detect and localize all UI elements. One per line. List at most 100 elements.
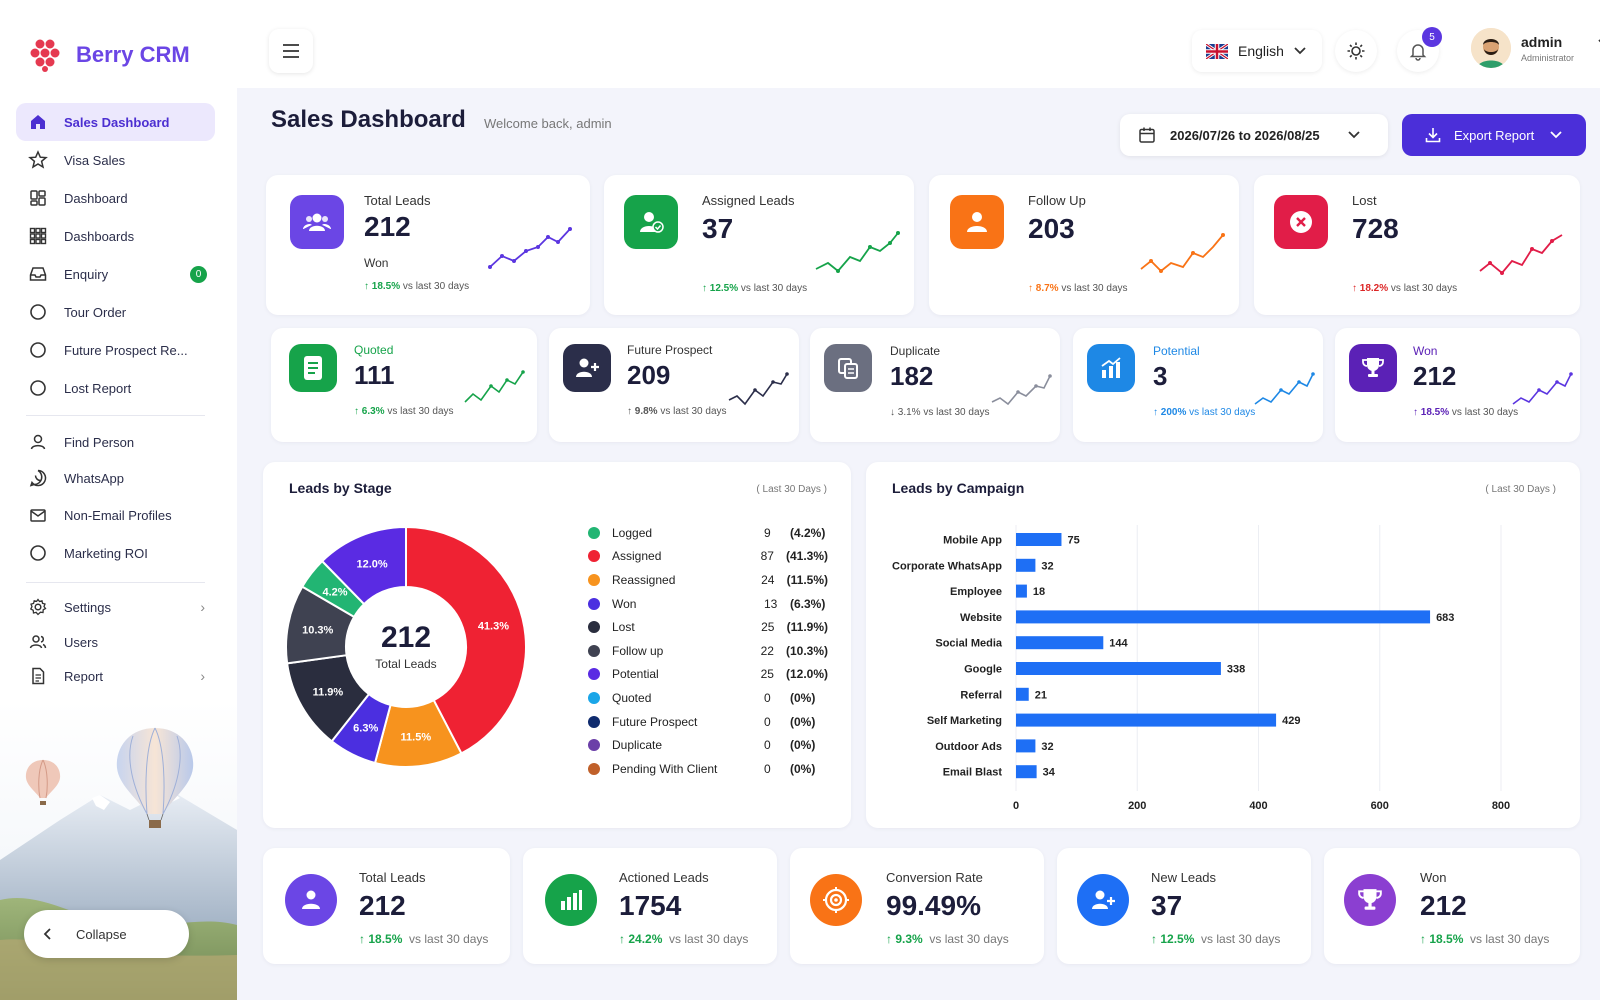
legend-item-follow-up[interactable]: Follow up 22 (10.3%)	[588, 639, 828, 663]
legend-item-duplicate[interactable]: Duplicate 0 (0%)	[588, 733, 828, 757]
kpi-card-follow-up[interactable]: Follow Up 203 ↑ 8.7% vs last 30 days	[929, 175, 1239, 315]
sidebar-item-report[interactable]: Report ›	[16, 659, 215, 693]
kpi-icon-bg	[950, 195, 1004, 249]
summary-card-new-leads[interactable]: New Leads 37 ↑ 12.5% vs last 30 days	[1057, 848, 1311, 964]
bar-google[interactable]	[1016, 662, 1221, 675]
sidebar-item-dashboard[interactable]: Dashboard	[16, 179, 215, 217]
user-role: Administrator	[1521, 52, 1575, 63]
bar-website[interactable]	[1016, 610, 1431, 624]
donut-slice-potential[interactable]	[320, 525, 407, 606]
summary-label: Won	[1420, 870, 1447, 885]
summary-label: New Leads	[1151, 870, 1217, 885]
theme-toggle-button[interactable]	[1335, 30, 1377, 72]
bar-corporate-whatsapp[interactable]	[1016, 558, 1036, 572]
legend-item-won[interactable]: Won 13 (6.3%)	[588, 592, 828, 616]
document-icon	[304, 356, 322, 380]
welcome-text: Welcome back, admin	[484, 116, 612, 131]
kpi-change: ↑ 18.2% vs last 30 days	[1352, 283, 1457, 294]
circle-icon	[30, 380, 46, 396]
kpi-label: Potential	[1153, 344, 1200, 358]
summary-card-won[interactable]: Won 212 ↑ 18.5% vs last 30 days	[1324, 848, 1580, 964]
language-selector[interactable]: English	[1192, 30, 1322, 72]
legend-label: Follow up	[612, 643, 664, 658]
x-tick-label: 0	[1013, 800, 1019, 812]
sidebar-item-enquiry[interactable]: Enquiry 0	[16, 255, 215, 293]
bar-email-blast[interactable]	[1016, 765, 1037, 779]
home-icon	[31, 115, 45, 129]
legend-item-logged[interactable]: Logged 9 (4.2%)	[588, 521, 828, 545]
donut-slice-label: 12.0%	[356, 559, 387, 571]
summary-card-total-leads[interactable]: Total Leads 212 ↑ 18.5% vs last 30 days	[263, 848, 510, 964]
export-report-button[interactable]: Export Report	[1402, 114, 1586, 156]
sidebar-item-visa-sales[interactable]: Visa Sales	[16, 141, 215, 179]
sidebar-item-marketing-roi[interactable]: Marketing ROI	[16, 534, 215, 572]
kpi-sparkline	[488, 227, 572, 269]
close-circle-icon	[1290, 211, 1312, 233]
user-menu[interactable]: admin Administrator	[1471, 28, 1600, 68]
calendar-icon	[1139, 127, 1155, 143]
kpi-icon-bg	[1344, 874, 1396, 926]
sidebar-item-label: Enquiry	[64, 266, 109, 282]
kpi-card-won[interactable]: Won 212 ↑ 18.5% vs last 30 days	[1335, 328, 1580, 442]
legend-item-reassigned[interactable]: Reassigned 24 (11.5%)	[588, 568, 828, 592]
legend-item-quoted[interactable]: Quoted 0 (0%)	[588, 686, 828, 710]
summary-change-value: 18.5%	[1429, 932, 1464, 946]
menu-toggle-button[interactable]	[269, 29, 313, 73]
sidebar-item-lost-report[interactable]: Lost Report	[16, 369, 215, 407]
summary-card-actioned-leads[interactable]: Actioned Leads 1754 ↑ 24.2% vs last 30 d…	[523, 848, 777, 964]
x-tick-label: 400	[1249, 800, 1267, 812]
legend-item-potential[interactable]: Potential 25 (12.0%)	[588, 663, 828, 687]
bar-social-media[interactable]	[1016, 636, 1104, 650]
sidebar-item-whatsapp[interactable]: WhatsApp	[16, 460, 215, 496]
sidebar-item-users[interactable]: Users	[16, 625, 215, 659]
enquiry-count-badge: 0	[190, 265, 207, 283]
kpi-card-future-prospect[interactable]: Future Prospect 209 ↑ 9.8% vs last 30 da…	[549, 328, 799, 442]
kpi-change-value: 6.3%	[361, 406, 385, 417]
kpi-card-lost[interactable]: Lost 728 ↑ 18.2% vs last 30 days	[1254, 175, 1580, 315]
sidebar-item-tour-order[interactable]: Tour Order	[16, 293, 215, 331]
brand[interactable]: Berry CRM	[30, 38, 190, 72]
summary-value: 37	[1151, 890, 1183, 921]
avatar	[1471, 28, 1511, 68]
legend-item-future-prospect[interactable]: Future Prospect 0 (0%)	[588, 710, 828, 734]
collapse-button[interactable]: Collapse	[24, 910, 189, 958]
bar-category-label: Corporate WhatsApp	[892, 560, 1002, 572]
legend-label: Reassigned	[612, 572, 676, 587]
kpi-card-duplicate[interactable]: Duplicate 182 ↓ 3.1% vs last 30 days	[810, 328, 1060, 442]
summary-card-conversion-rate[interactable]: Conversion Rate 99.49% ↑ 9.3% vs last 30…	[790, 848, 1044, 964]
bar-referral[interactable]	[1016, 687, 1029, 701]
grid-icon	[29, 227, 47, 245]
bar-self-marketing[interactable]	[1016, 713, 1277, 727]
notifications-button[interactable]: 5	[1397, 27, 1442, 72]
legend-item-pending-with-client[interactable]: Pending With Client 0 (0%)	[588, 757, 828, 781]
bar-category-label: Referral	[960, 689, 1002, 701]
copy-icon	[838, 358, 858, 379]
kpi-icon-bg	[1087, 344, 1135, 392]
bar-employee[interactable]	[1016, 584, 1027, 598]
kpi-card-potential[interactable]: Potential 3 ↑ 200% vs last 30 days	[1073, 328, 1323, 442]
bar-mobile-app[interactable]	[1016, 533, 1062, 546]
sidebar-item-find-person[interactable]: Find Person	[16, 424, 215, 460]
sidebar-item-non-email-profiles[interactable]: Non-Email Profiles	[16, 496, 215, 534]
legend-item-lost[interactable]: Lost 25 (11.9%)	[588, 615, 828, 639]
bar-category-label: Social Media	[935, 638, 1003, 650]
kpi-card-assigned-leads[interactable]: Assigned Leads 37 ↑ 12.5% vs last 30 day…	[604, 175, 914, 315]
sidebar-item-label: Tour Order	[64, 304, 127, 320]
bar-outdoor-ads[interactable]	[1016, 739, 1036, 753]
summary-change: ↑ 12.5% vs last 30 days	[1151, 932, 1280, 946]
kpi-card-total-leads[interactable]: Total Leads 212 Won ↑ 18.5% vs last 30 d…	[266, 175, 590, 315]
uk-flag-icon	[1206, 43, 1228, 59]
kpi-icon-bg	[285, 874, 337, 926]
sidebar-item-dashboards[interactable]: Dashboards	[16, 217, 215, 255]
sidebar-item-sales-dashboard[interactable]: Sales Dashboard	[16, 103, 215, 141]
legend-item-assigned[interactable]: Assigned 87 (41.3%)	[588, 545, 828, 569]
donut-slice-assigned[interactable]	[405, 525, 527, 755]
date-range-picker[interactable]: 2026/07/26 to 2026/08/25	[1120, 114, 1388, 156]
sidebar-item-future-prospect[interactable]: Future Prospect Re...	[16, 331, 215, 369]
donut-slice-label: 11.5%	[401, 731, 432, 743]
sidebar-item-settings[interactable]: Settings ›	[16, 589, 215, 625]
legend-count: 22	[760, 643, 774, 658]
kpi-card-quoted[interactable]: Quoted 111 ↑ 6.3% vs last 30 days	[271, 328, 537, 442]
donut-slice-label: 41.3%	[478, 621, 509, 633]
kpi-icon-bg	[1274, 195, 1328, 249]
